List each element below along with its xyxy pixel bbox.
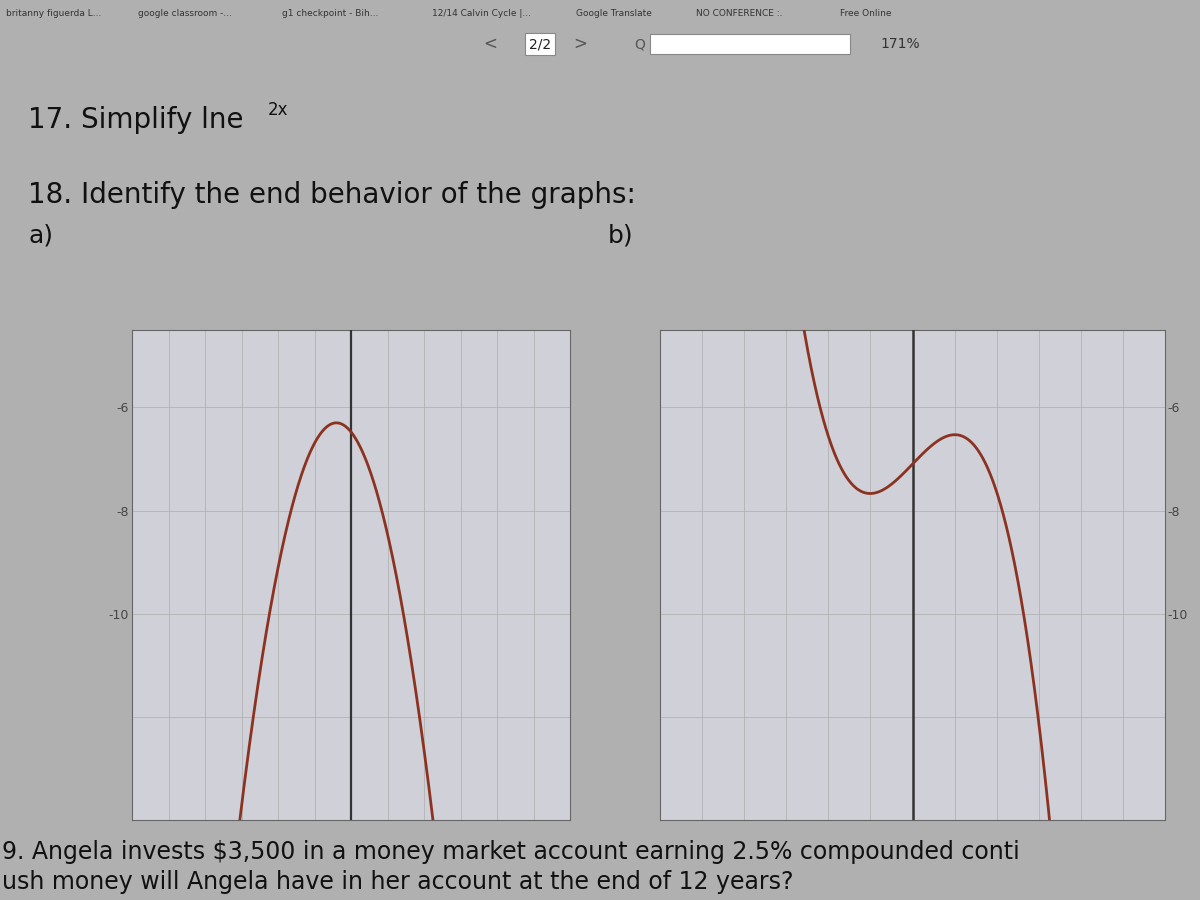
Text: NO CONFERENCE :.: NO CONFERENCE :. bbox=[696, 10, 782, 19]
Text: 9. Angela invests $3,500 in a money market account earning 2.5% compounded conti: 9. Angela invests $3,500 in a money mark… bbox=[2, 840, 1020, 864]
Text: a): a) bbox=[28, 223, 53, 247]
Text: 2/2: 2/2 bbox=[529, 37, 551, 51]
Text: Free Online: Free Online bbox=[840, 10, 892, 19]
Text: google classroom -...: google classroom -... bbox=[138, 10, 232, 19]
Text: Google Translate: Google Translate bbox=[576, 10, 652, 19]
Text: g1 checkpoint - Bih...: g1 checkpoint - Bih... bbox=[282, 10, 378, 19]
Text: <: < bbox=[482, 35, 497, 53]
Text: 18. Identify the end behavior of the graphs:: 18. Identify the end behavior of the gra… bbox=[28, 181, 636, 209]
Text: 171%: 171% bbox=[880, 37, 920, 51]
Text: b): b) bbox=[608, 223, 634, 247]
Text: britanny figuerda L...: britanny figuerda L... bbox=[6, 10, 101, 19]
Text: ush money will Angela have in her account at the end of 12 years?: ush money will Angela have in her accoun… bbox=[2, 870, 793, 894]
Text: 2x: 2x bbox=[268, 101, 288, 119]
Text: >: > bbox=[574, 35, 587, 53]
Text: 17. Simplify lne: 17. Simplify lne bbox=[28, 106, 244, 134]
Text: Q: Q bbox=[635, 37, 646, 51]
Text: 12/14 Calvin Cycle |...: 12/14 Calvin Cycle |... bbox=[432, 10, 530, 19]
FancyBboxPatch shape bbox=[650, 34, 850, 54]
